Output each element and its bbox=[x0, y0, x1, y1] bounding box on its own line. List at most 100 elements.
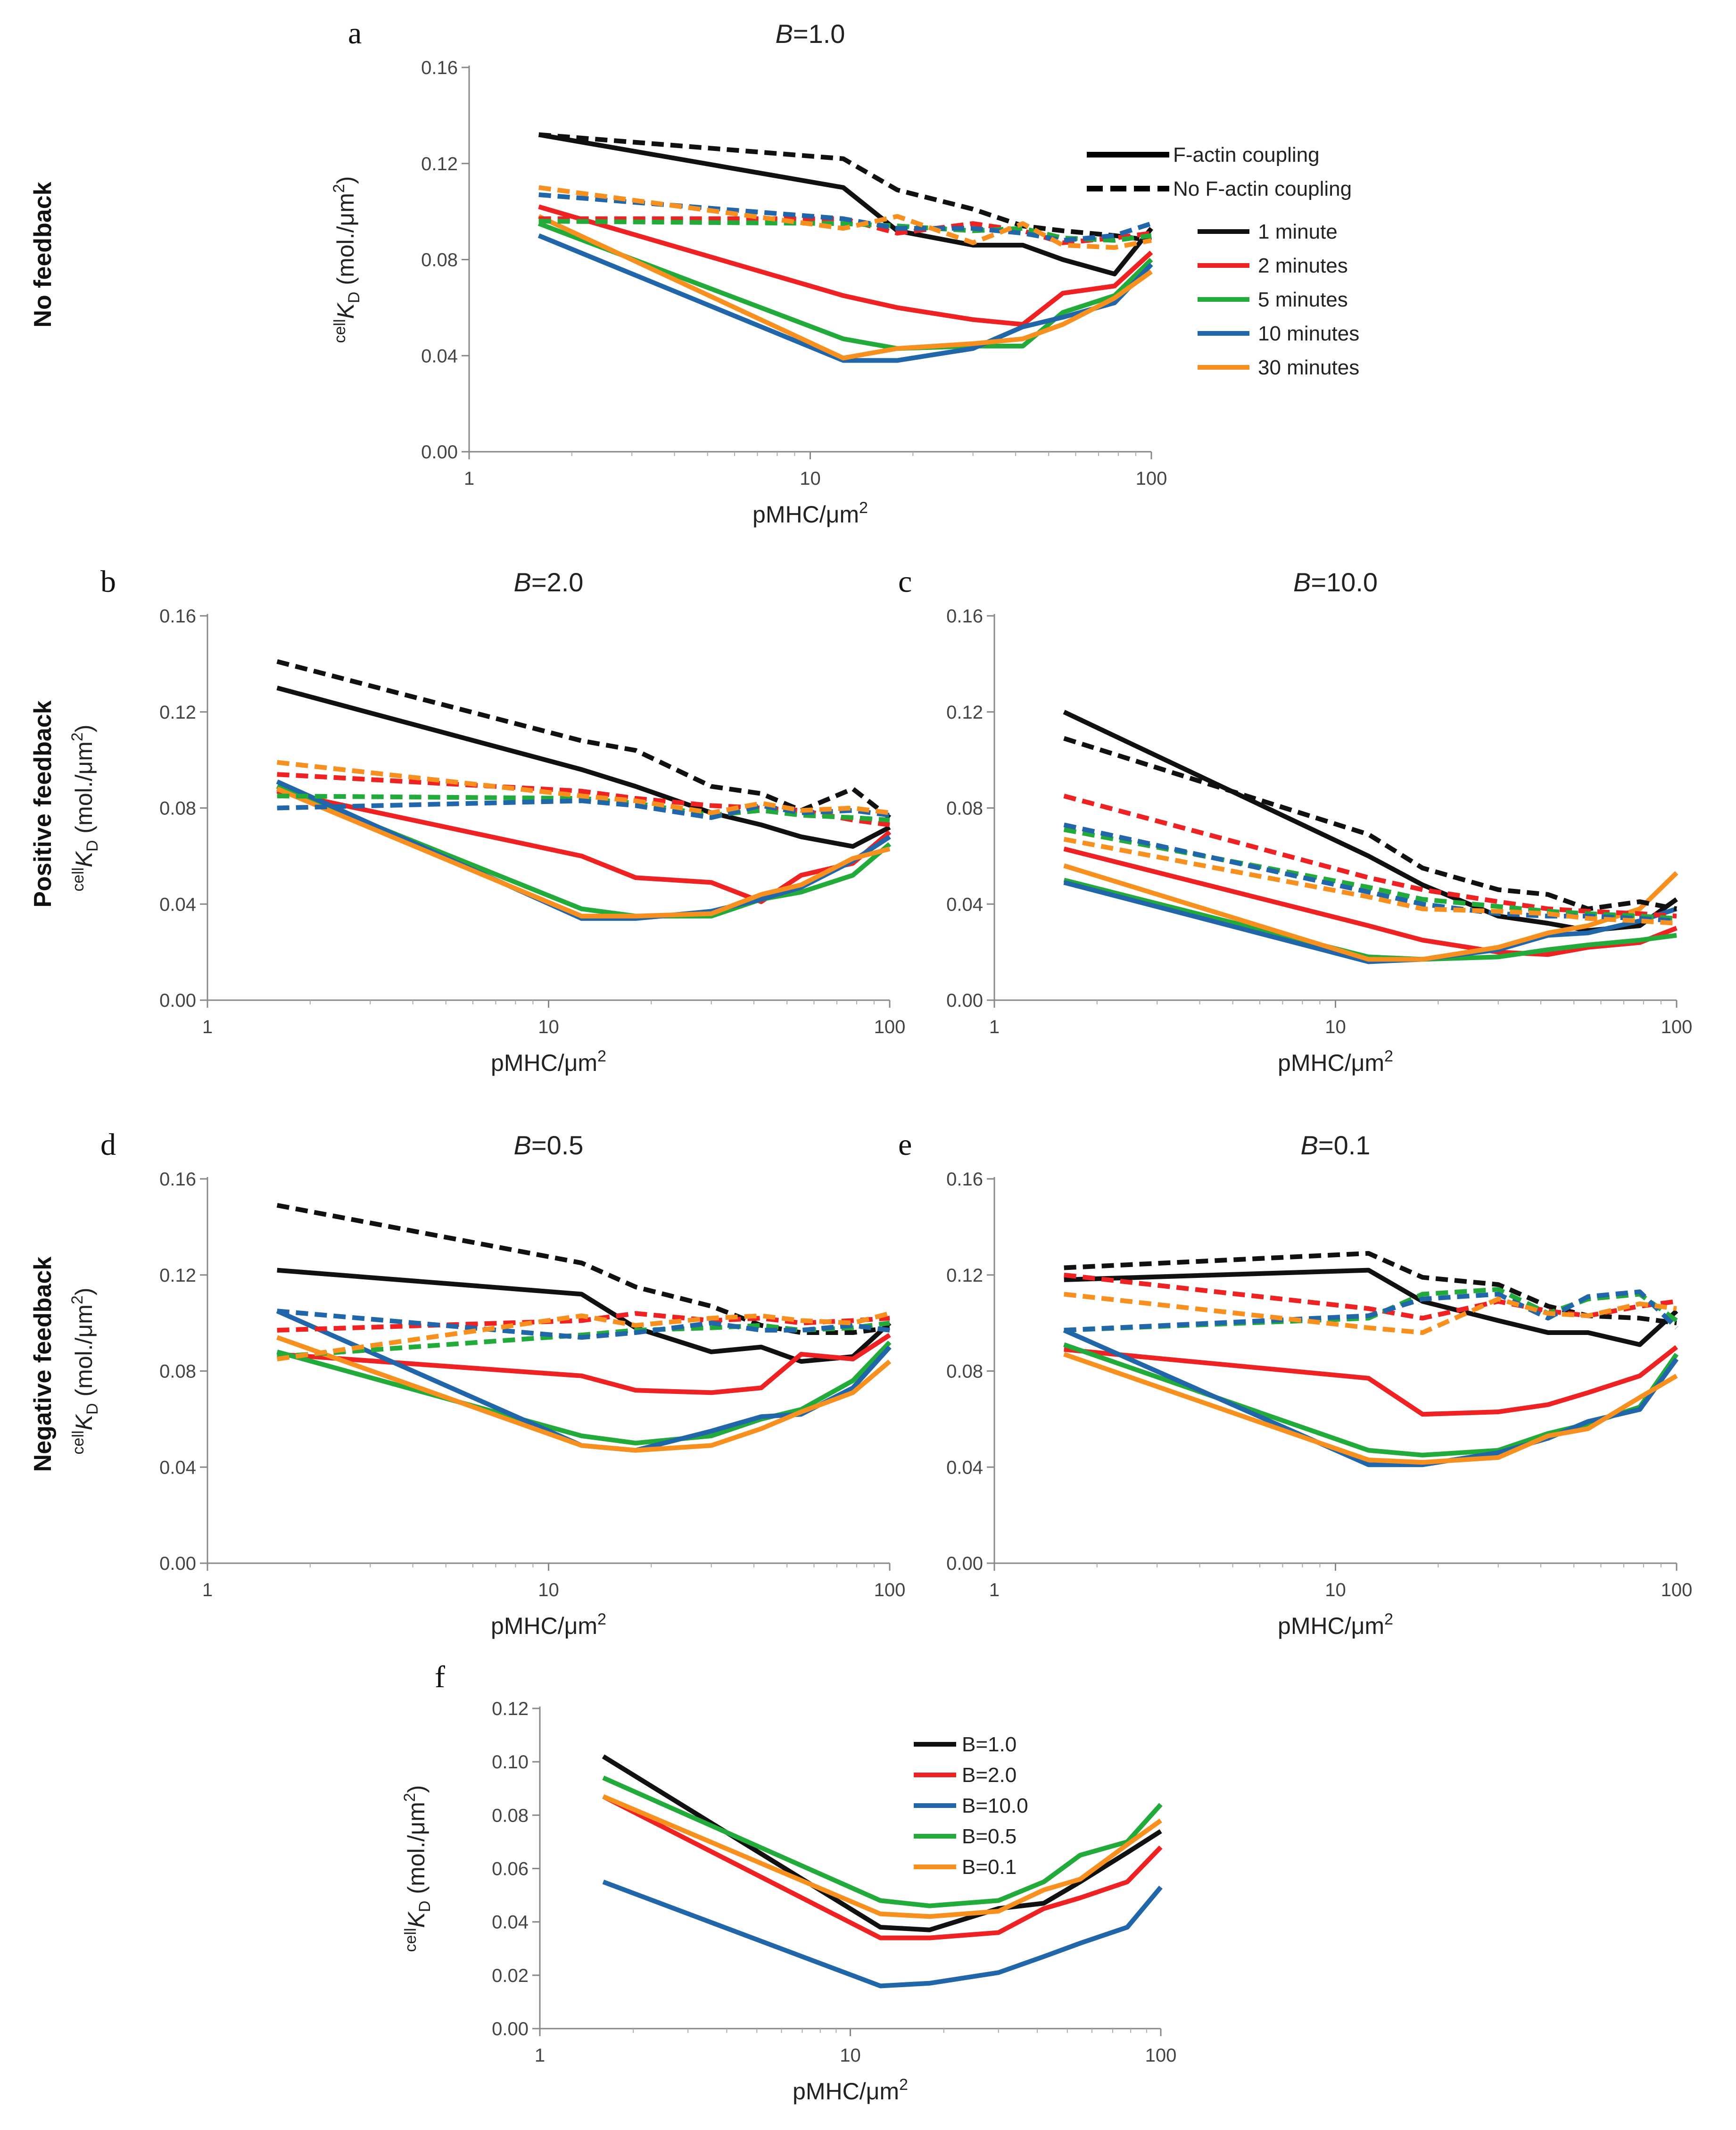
panel-f: f 0.00 0.02 0.04 0.06 0.08 0.10 0.12 1 10 100 pMHC/… bbox=[401, 1660, 1176, 2105]
panel-c: c B=10.0 0.00 0.04 0.08 0.12 0.16 1 10 100 pMHC/μm… bbox=[898, 564, 1692, 1076]
y-tick-label: 0.04 bbox=[159, 894, 196, 915]
x-axis-label: pMHC/μm2 bbox=[793, 2076, 908, 2105]
y-tick-label: 0.06 bbox=[492, 1859, 529, 1880]
legend-panel-f: B=1.0 B=2.0 B=10.0 B=0.5 B=0.1 bbox=[914, 1733, 1028, 1879]
panel-a: a B=1.0 0.00 0.04 0.08 0.12 0.16 1 10 100 pMHC/μm2… bbox=[330, 16, 1167, 528]
y-tick-label: 0.16 bbox=[159, 1169, 196, 1190]
legend-f-label-b2: B=2.0 bbox=[962, 1764, 1017, 1787]
y-tick-label: 0.00 bbox=[421, 442, 458, 463]
legend-panel-a: F-actin coupling No F-actin coupling 1 m… bbox=[1087, 143, 1359, 379]
series-line-5-minutes bbox=[537, 221, 1153, 351]
series-line-30-minutes bbox=[537, 214, 1153, 361]
series-line-b-10-0 bbox=[602, 1880, 1163, 1989]
x-tick-label: 1 bbox=[202, 1580, 213, 1600]
series-line-1-minute bbox=[276, 685, 891, 849]
x-axis-label: pMHC/μm2 bbox=[491, 1610, 606, 1639]
y-tick-label: 0.16 bbox=[946, 606, 983, 627]
panel-title-c: B=10.0 bbox=[1293, 567, 1378, 597]
y-tick-label: 0.00 bbox=[492, 2019, 529, 2039]
series-line-2-minutes bbox=[1064, 1345, 1678, 1417]
x-tick-label: 100 bbox=[874, 1017, 906, 1037]
y-axis-label: cellKD (mol./μm2) bbox=[68, 725, 101, 892]
series-line-5-minutes bbox=[276, 1340, 892, 1446]
row-label-no-feedback: No feedback bbox=[29, 182, 57, 327]
series-line-30-minutes-dashed bbox=[538, 185, 1152, 250]
row-label-negative-feedback: Negative feedback bbox=[29, 1257, 57, 1472]
y-tick-label: 0.04 bbox=[492, 1912, 529, 1933]
x-tick-label: 1 bbox=[989, 1017, 1000, 1037]
y-tick-label: 0.12 bbox=[492, 1699, 529, 1719]
series-line-10-minutes-dashed bbox=[1063, 822, 1677, 923]
y-tick-label: 0.04 bbox=[946, 1457, 983, 1478]
x-tick-label: 10 bbox=[1325, 1580, 1346, 1600]
y-tick-label: 0.10 bbox=[492, 1752, 529, 1773]
series-line-2-minutes bbox=[538, 204, 1153, 327]
series-line-10-minutes bbox=[1063, 1328, 1679, 1467]
y-tick-label: 0.12 bbox=[946, 1265, 983, 1286]
y-tick-label: 0.00 bbox=[946, 990, 983, 1011]
legend-f-label-b1: B=1.0 bbox=[962, 1733, 1017, 1756]
series-line-1-minute bbox=[538, 132, 1153, 277]
y-axis-label: cellKD (mol./μm2) bbox=[68, 1288, 101, 1455]
series-line-1-minute-dashed bbox=[276, 659, 892, 820]
x-tick-label: 1 bbox=[464, 468, 474, 489]
series-line-b-1-0 bbox=[602, 1754, 1162, 1932]
x-tick-label: 10 bbox=[538, 1580, 559, 1600]
x-axis-label: pMHC/μm2 bbox=[1278, 1610, 1393, 1639]
series-line-2-minutes-dashed bbox=[1063, 794, 1677, 919]
panel-title-e: B=0.1 bbox=[1301, 1130, 1371, 1160]
x-tick-label: 10 bbox=[1325, 1017, 1346, 1037]
series-line-5-minutes bbox=[1063, 1342, 1679, 1458]
y-tick-label: 0.16 bbox=[159, 606, 196, 627]
series-line-1-minute bbox=[1064, 1268, 1678, 1347]
x-tick-label: 10 bbox=[840, 2045, 861, 2066]
series-line-10-minutes bbox=[537, 233, 1153, 363]
y-tick-label: 0.00 bbox=[159, 1553, 196, 1574]
x-tick-label: 10 bbox=[538, 1017, 559, 1037]
series-line-30-minutes-dashed bbox=[277, 760, 890, 815]
legend-label-1-minute: 1 minute bbox=[1258, 220, 1338, 243]
y-tick-label: 0.12 bbox=[159, 1265, 196, 1286]
y-tick-label: 0.12 bbox=[159, 702, 196, 723]
x-tick-label: 100 bbox=[1136, 468, 1167, 489]
panel-title-b: B=2.0 bbox=[514, 567, 584, 597]
series-line-1-minute-dashed bbox=[1063, 736, 1677, 912]
legend-label-2-minutes: 2 minutes bbox=[1258, 254, 1348, 277]
series-line-30-minutes-dashed bbox=[1063, 837, 1677, 926]
row-label-positive-feedback: Positive feedback bbox=[29, 700, 57, 907]
x-tick-label: 1 bbox=[202, 1017, 213, 1037]
y-tick-label: 0.16 bbox=[421, 58, 458, 78]
series-line-30-minutes-dashed bbox=[276, 1311, 891, 1361]
panel-letter-a: a bbox=[348, 16, 362, 50]
panel-letter-f: f bbox=[435, 1660, 445, 1694]
series-line-30-minutes bbox=[1063, 863, 1678, 962]
series-line-10-minutes-dashed bbox=[277, 798, 890, 820]
series-line-10-minutes-dashed bbox=[538, 192, 1152, 243]
series-line-1-minute-dashed bbox=[276, 1203, 890, 1335]
legend-label-10-minutes: 10 minutes bbox=[1258, 322, 1359, 345]
legend-f-label-b05: B=0.5 bbox=[962, 1825, 1017, 1848]
panel-letter-e: e bbox=[898, 1127, 912, 1162]
x-tick-label: 100 bbox=[1661, 1580, 1693, 1600]
y-tick-label: 0.02 bbox=[492, 1965, 529, 1986]
x-tick-label: 10 bbox=[800, 468, 821, 489]
x-tick-label: 100 bbox=[874, 1580, 906, 1600]
panel-title-a: B=1.0 bbox=[776, 19, 845, 49]
y-axis-label: cellKD (mol./μm2) bbox=[330, 176, 363, 343]
y-tick-label: 0.00 bbox=[946, 1553, 983, 1574]
y-tick-label: 0.16 bbox=[946, 1169, 983, 1190]
series-line-5-minutes bbox=[276, 784, 892, 919]
series-line-30-minutes bbox=[1063, 1352, 1678, 1465]
y-tick-label: 0.08 bbox=[946, 798, 983, 819]
series-line-1-minute-dashed bbox=[1064, 1251, 1677, 1326]
x-axis-label: pMHC/μm2 bbox=[752, 499, 868, 528]
y-tick-label: 0.04 bbox=[946, 894, 983, 915]
series-line-5-minutes-dashed bbox=[1063, 827, 1677, 921]
y-axis-label: cellKD (mol./μm2) bbox=[401, 1785, 434, 1952]
panel-letter-b: b bbox=[100, 564, 116, 599]
y-tick-label: 0.04 bbox=[421, 346, 458, 366]
y-tick-label: 0.04 bbox=[159, 1457, 196, 1478]
series-line-b-0-5 bbox=[602, 1775, 1163, 1908]
panel-e: e B=0.1 0.00 0.04 0.08 0.12 0.16 1 10 100 pMHC/μm2 bbox=[898, 1127, 1692, 1639]
